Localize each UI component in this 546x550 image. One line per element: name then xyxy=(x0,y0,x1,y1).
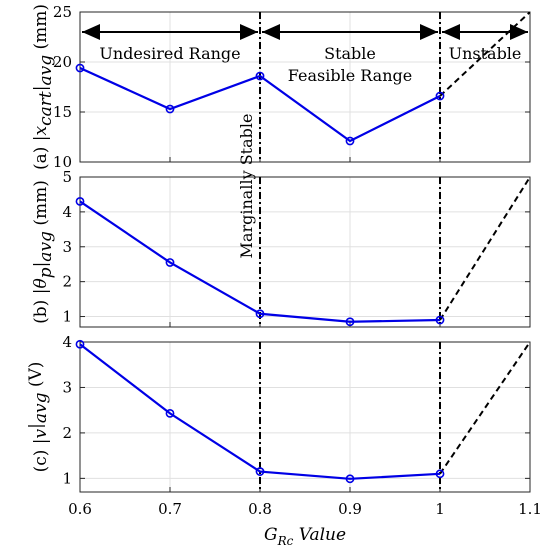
y-axis-label: (a) |xcart|avg (mm) xyxy=(31,4,56,170)
y-axis-label-part: (mm) xyxy=(31,4,51,55)
data-point xyxy=(165,258,175,267)
dashed-extrapolation xyxy=(439,342,530,475)
region-label-undesired: Undesired Range xyxy=(99,44,240,63)
panel-3: 1 2 3 4 (c) |v|avg (V) xyxy=(26,333,531,493)
series-line xyxy=(79,200,441,323)
x-tick-label: 0.7 xyxy=(158,500,182,518)
axes-box xyxy=(79,341,531,493)
y-axis-label-part: (c) xyxy=(31,444,51,472)
y-tick-label: 2 xyxy=(62,424,72,442)
data-point xyxy=(165,408,175,418)
y-tick-label: 3 xyxy=(62,238,72,256)
y-tick-label: 3 xyxy=(62,378,72,396)
y-axis-label-part: (V) xyxy=(26,362,46,393)
panel-2: 1 2 3 4 5 (b) |θp|avg (mm) xyxy=(31,168,531,328)
y-axis-label-part: avg xyxy=(31,392,51,423)
y-axis-label-part: | xyxy=(26,423,46,429)
data-point xyxy=(345,136,355,146)
data-point xyxy=(345,474,355,484)
region-label-unstable: Unstable xyxy=(449,44,522,63)
x-axis-label-sub: Rc xyxy=(277,534,294,548)
region-label-stable: Stable xyxy=(324,44,376,63)
dashed-extrapolation xyxy=(439,177,530,321)
region-label-feasible: Feasible Range xyxy=(288,66,412,85)
y-axis-label-part: (b) xyxy=(31,294,51,324)
x-tick-label: 0.6 xyxy=(68,500,92,518)
y-axis-label: (c) |v|avg (V) xyxy=(26,362,51,473)
y-axis-label-part: (a) xyxy=(31,141,51,170)
y-axis-label-part: p xyxy=(36,267,56,278)
y-tick-label: 5 xyxy=(62,168,72,186)
y-tick-label: 2 xyxy=(62,273,72,291)
data-point xyxy=(345,317,355,327)
x-tick-label: 0.9 xyxy=(338,500,362,518)
y-tick-label: 25 xyxy=(53,3,72,21)
x-tick-label: 1.1 xyxy=(518,500,542,518)
series-line xyxy=(79,66,441,143)
x-tick-label: 0.8 xyxy=(248,500,272,518)
x-tick-label: 1 xyxy=(435,500,445,518)
y-tick-label: 4 xyxy=(62,333,72,351)
y-tick-label: 4 xyxy=(62,203,72,221)
data-point xyxy=(75,197,85,206)
marginally-stable-label: Marginally Stable xyxy=(237,114,256,259)
y-axis-label-part: |v xyxy=(31,428,51,444)
y-axis-label-part: cart xyxy=(36,91,56,126)
x-axis-label-main: G xyxy=(264,525,278,545)
y-axis-label-part: (mm) xyxy=(31,180,51,231)
y-axis-label-part: avg xyxy=(36,55,56,86)
y-axis-label: (b) |θp|avg (mm) xyxy=(31,180,56,324)
data-point xyxy=(165,104,175,114)
data-point xyxy=(75,339,85,349)
x-axis-label-suffix: Value xyxy=(293,525,346,545)
y-axis-label-part: avg xyxy=(36,231,56,262)
axes-box xyxy=(79,11,531,163)
axes-box xyxy=(79,176,531,328)
data-point xyxy=(75,63,85,73)
data-point xyxy=(435,469,445,479)
data-point xyxy=(435,91,445,101)
y-axis-label-part: |θ xyxy=(31,278,51,294)
series-line xyxy=(79,343,441,480)
data-point xyxy=(255,467,265,476)
y-tick-label: 20 xyxy=(53,53,72,71)
data-point xyxy=(255,71,265,81)
data-point xyxy=(255,309,265,319)
x-axis-label: GRc Value xyxy=(264,525,346,548)
y-tick-label: 15 xyxy=(53,103,72,121)
y-axis-label-part: | xyxy=(31,262,51,268)
y-tick-label: 1 xyxy=(62,308,72,326)
y-axis-label-part: |x xyxy=(31,125,51,141)
y-tick-label: 1 xyxy=(62,469,72,487)
data-point xyxy=(435,315,445,325)
y-axis-label-part: | xyxy=(31,86,51,92)
y-tick-label: 10 xyxy=(53,153,72,171)
